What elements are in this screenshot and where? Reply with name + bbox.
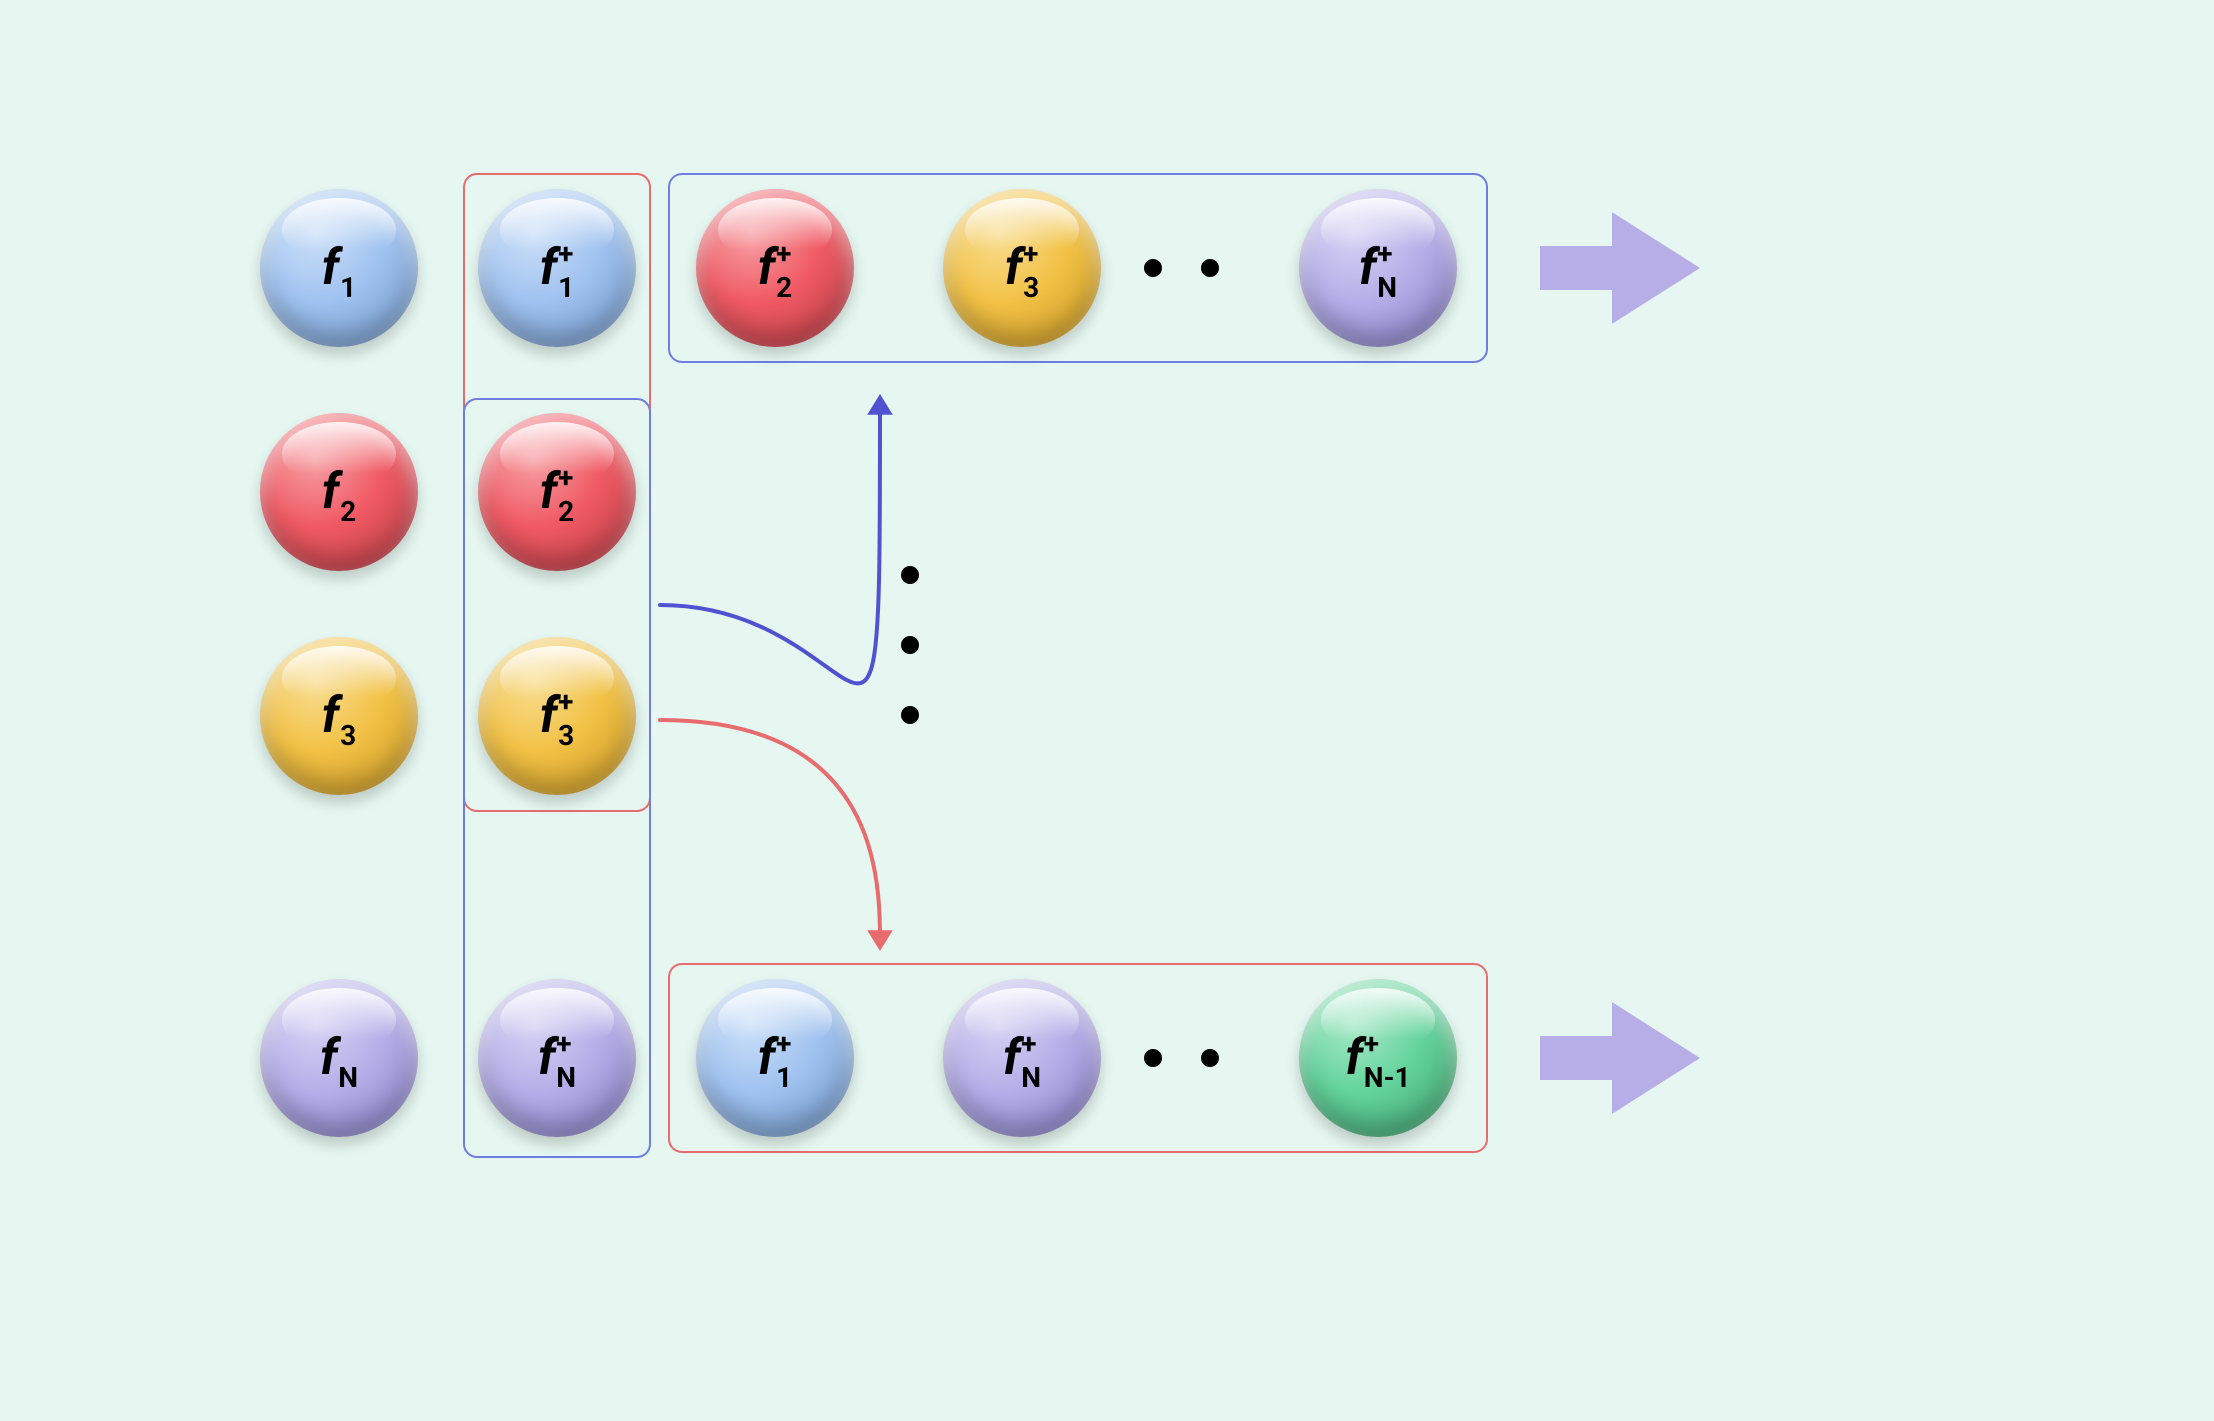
node-f1p: f+1 bbox=[478, 189, 636, 347]
label-sup: + bbox=[558, 692, 573, 713]
label-sub: N-1 bbox=[1364, 1064, 1411, 1092]
node-f2: f2 bbox=[260, 413, 418, 571]
label-sub: 3 bbox=[558, 722, 574, 750]
hdot-top-1 bbox=[1144, 259, 1162, 277]
node-label: f+N bbox=[1003, 1033, 1041, 1083]
node-label: f3 bbox=[322, 691, 356, 741]
label-main: f bbox=[322, 243, 339, 293]
label-sup: + bbox=[556, 1034, 571, 1055]
label-sub: 2 bbox=[776, 274, 792, 302]
arrow-bottom-icon bbox=[1540, 1002, 1700, 1114]
label-subsup: 2 bbox=[340, 467, 356, 517]
label-sub: N bbox=[1021, 1064, 1041, 1092]
label-sup: + bbox=[558, 468, 573, 489]
label-sub: N bbox=[556, 1064, 576, 1092]
label-sub: 2 bbox=[340, 498, 356, 526]
vdot-3 bbox=[901, 706, 919, 724]
label-sub: 3 bbox=[1023, 274, 1039, 302]
node-label: f+2 bbox=[540, 467, 574, 517]
hdot-top-2 bbox=[1201, 259, 1219, 277]
node-label: f1 bbox=[322, 243, 356, 293]
node-b_f1p: f+1 bbox=[696, 979, 854, 1137]
label-main: f bbox=[1003, 1033, 1020, 1083]
label-subsup: +3 bbox=[1023, 243, 1039, 293]
curve-arrow-blue bbox=[660, 394, 893, 683]
label-subsup: 1 bbox=[340, 243, 356, 293]
label-sup: + bbox=[1023, 244, 1038, 265]
node-f3: f3 bbox=[260, 637, 418, 795]
node-label: f+1 bbox=[758, 1033, 792, 1083]
arrow-top-icon bbox=[1540, 212, 1700, 324]
label-sup: + bbox=[1377, 244, 1392, 265]
label-main: f bbox=[1345, 1033, 1362, 1083]
label-main: f bbox=[1359, 243, 1376, 293]
label-sup: + bbox=[558, 244, 573, 265]
label-main: f bbox=[758, 1033, 775, 1083]
label-sup: + bbox=[776, 244, 791, 265]
label-sub: N bbox=[338, 1064, 358, 1092]
label-subsup: +N-1 bbox=[1364, 1033, 1411, 1083]
label-sup: + bbox=[776, 1034, 791, 1055]
label-main: f bbox=[758, 243, 775, 293]
node-t_fNp: f+N bbox=[1299, 189, 1457, 347]
node-label: f+N-1 bbox=[1345, 1033, 1410, 1083]
node-b_fNp: f+N bbox=[943, 979, 1101, 1137]
label-sub: 2 bbox=[558, 498, 574, 526]
label-sub: 1 bbox=[776, 1064, 792, 1092]
vdot-1 bbox=[901, 566, 919, 584]
label-main: f bbox=[322, 467, 339, 517]
label-sub: N bbox=[1377, 274, 1397, 302]
label-main: f bbox=[538, 1033, 555, 1083]
label-subsup: +N bbox=[1021, 1033, 1041, 1083]
label-subsup: 3 bbox=[340, 691, 356, 741]
label-main: f bbox=[540, 243, 557, 293]
node-label: f2 bbox=[322, 467, 356, 517]
hdot-bottom-1 bbox=[1144, 1049, 1162, 1067]
label-main: f bbox=[1005, 243, 1022, 293]
label-sub: 1 bbox=[340, 274, 356, 302]
label-subsup: +2 bbox=[558, 467, 574, 517]
vdot-2 bbox=[901, 636, 919, 654]
label-subsup: N bbox=[338, 1033, 358, 1083]
diagram-canvas: f1f2f3fNf+1f+2f+3f+Nf+2f+3f+Nf+1f+Nf+N-1 bbox=[0, 0, 2214, 1421]
node-label: fN bbox=[320, 1033, 358, 1083]
label-subsup: +1 bbox=[558, 243, 574, 293]
node-label: f+2 bbox=[758, 243, 792, 293]
node-b_fNm1p: f+N-1 bbox=[1299, 979, 1457, 1137]
label-main: f bbox=[540, 691, 557, 741]
node-t_f3p: f+3 bbox=[943, 189, 1101, 347]
node-t_f2p: f+2 bbox=[696, 189, 854, 347]
label-main: f bbox=[322, 691, 339, 741]
label-subsup: +3 bbox=[558, 691, 574, 741]
label-sub: 1 bbox=[558, 274, 574, 302]
node-f3p: f+3 bbox=[478, 637, 636, 795]
label-sub: 3 bbox=[340, 722, 356, 750]
label-subsup: +N bbox=[1377, 243, 1397, 293]
label-subsup: +N bbox=[556, 1033, 576, 1083]
node-label: f+3 bbox=[540, 691, 574, 741]
label-sup: + bbox=[1021, 1034, 1036, 1055]
node-f2p: f+2 bbox=[478, 413, 636, 571]
label-main: f bbox=[540, 467, 557, 517]
node-label: f+1 bbox=[540, 243, 574, 293]
label-main: f bbox=[320, 1033, 337, 1083]
node-label: f+3 bbox=[1005, 243, 1039, 293]
node-fN: fN bbox=[260, 979, 418, 1137]
node-label: f+N bbox=[1359, 243, 1397, 293]
label-subsup: +1 bbox=[776, 1033, 792, 1083]
node-label: f+N bbox=[538, 1033, 576, 1083]
node-fNp: f+N bbox=[478, 979, 636, 1137]
node-f1: f1 bbox=[260, 189, 418, 347]
label-sup: + bbox=[1364, 1034, 1379, 1055]
hdot-bottom-2 bbox=[1201, 1049, 1219, 1067]
curve-arrow-red bbox=[660, 720, 893, 951]
label-subsup: +2 bbox=[776, 243, 792, 293]
